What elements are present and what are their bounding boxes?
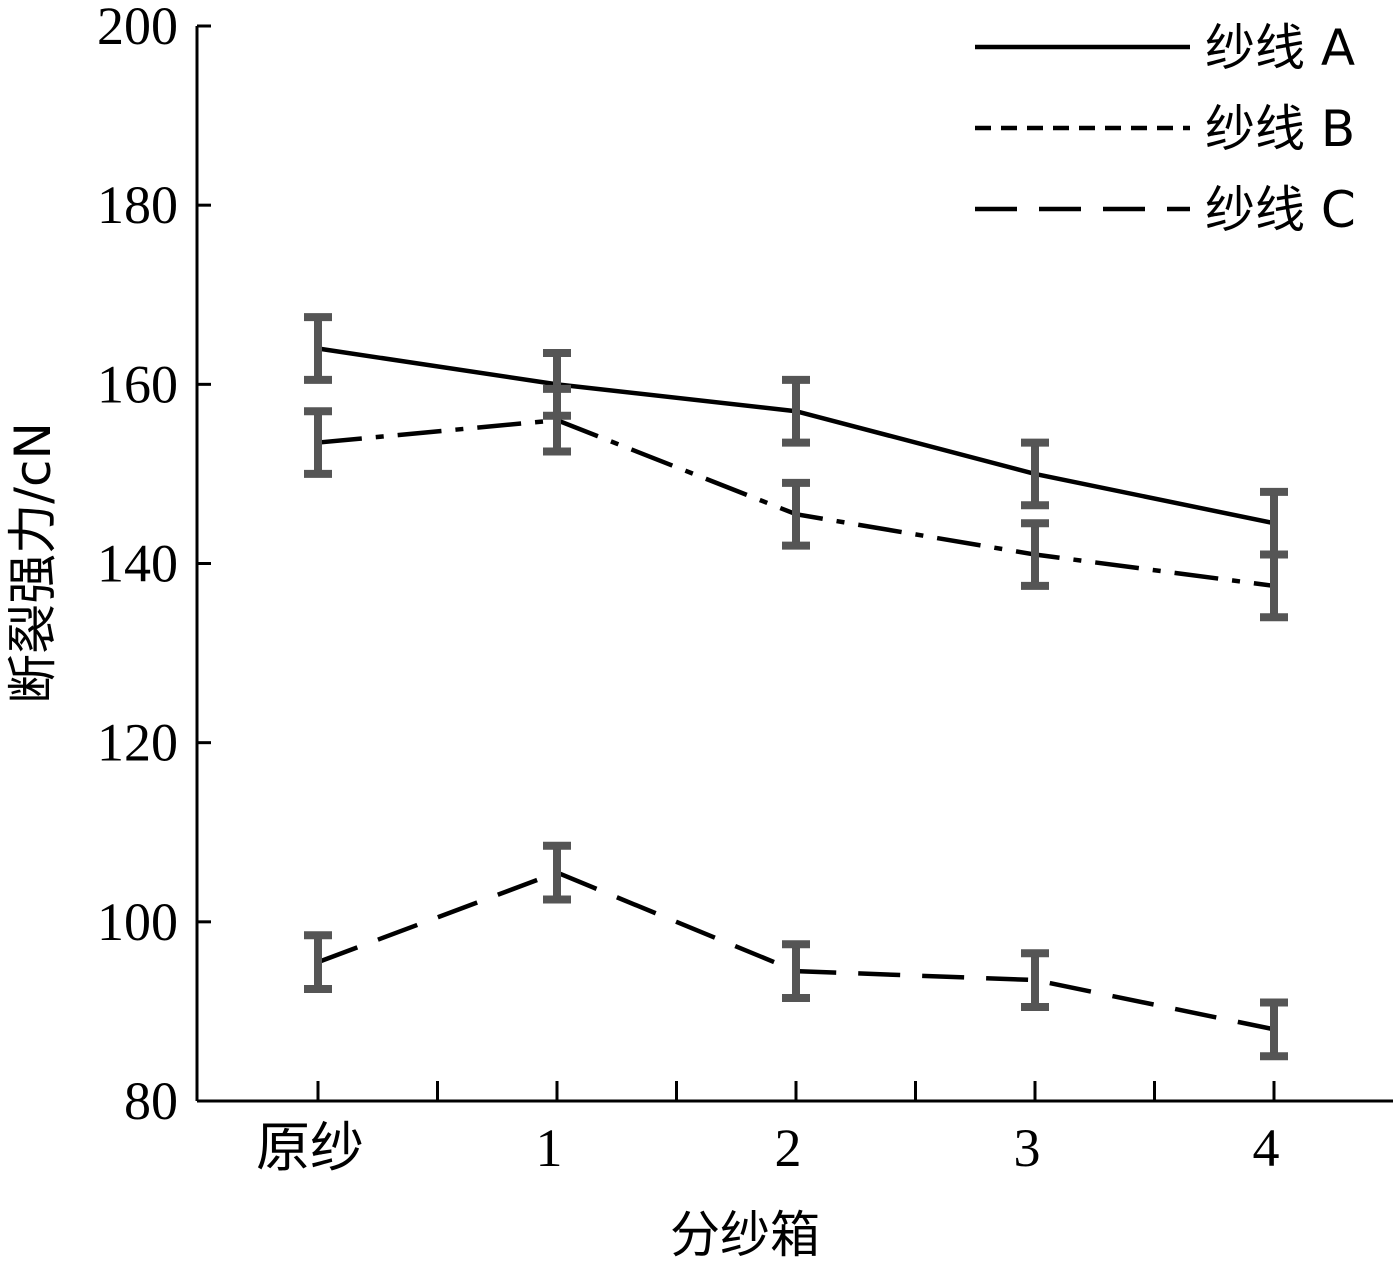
y-ticks: 80 100 120 140 160 180 200 — [97, 0, 211, 1131]
legend-label-1: 纱线 A — [1205, 19, 1355, 77]
y-tick-label: 100 — [97, 892, 178, 952]
x-tick-label: 3 — [1014, 1118, 1041, 1178]
y-axis-title: 断裂强力/cN — [4, 422, 62, 704]
y-tick-label: 180 — [97, 175, 178, 235]
error-bars — [304, 313, 1288, 1061]
legend-label-2: 纱线 B — [1205, 100, 1355, 158]
x-axis-title: 分纱箱 — [670, 1206, 820, 1264]
error-bar — [1021, 438, 1049, 510]
y-tick-label: 140 — [97, 534, 178, 594]
error-bar — [543, 841, 571, 904]
y-tick-label: 160 — [97, 354, 178, 414]
error-bar — [543, 384, 571, 456]
error-bar — [782, 375, 810, 447]
error-bar — [1260, 998, 1288, 1061]
x-tick-label: 2 — [775, 1118, 802, 1178]
y-tick-label: 120 — [97, 713, 178, 773]
error-bar — [1260, 550, 1288, 622]
x-tick-label: 原纱 — [256, 1118, 364, 1178]
series-group — [317, 346, 1275, 1032]
error-bar — [782, 478, 810, 550]
x-ticks: 原纱 1 2 3 4 — [256, 1081, 1280, 1178]
error-bar — [1021, 519, 1049, 590]
error-bar — [1021, 949, 1049, 1011]
error-bar — [782, 940, 810, 1002]
x-tick-label: 4 — [1253, 1118, 1280, 1178]
x-tick-label: 1 — [536, 1118, 563, 1178]
error-bar — [304, 313, 332, 384]
y-tick-label: 80 — [124, 1071, 178, 1131]
error-bar — [304, 931, 332, 994]
legend-label-3: 纱线 C — [1205, 181, 1356, 239]
y-tick-label: 200 — [97, 0, 178, 56]
legend: 纱线 A 纱线 B 纱线 C — [975, 19, 1356, 239]
error-bar — [304, 407, 332, 478]
